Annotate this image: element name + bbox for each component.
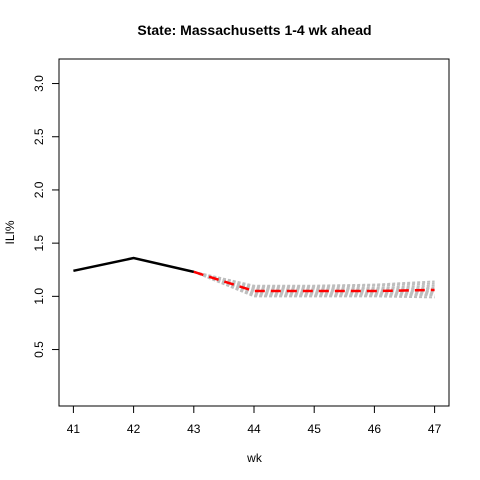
x-tick-label-46: 46 <box>368 422 382 436</box>
x-tick-label-42: 42 <box>127 422 141 436</box>
y-tick-label-1: 1.0 <box>32 288 46 305</box>
series-layer <box>73 256 435 293</box>
chart-title: State: Massachusetts 1-4 wk ahead <box>137 22 371 38</box>
ensemble-line-11 <box>193 270 435 287</box>
y-axis-label: ILI% <box>3 220 17 244</box>
x-tick-label-44: 44 <box>247 422 261 436</box>
y-tick-label-0: 0.5 <box>32 341 46 358</box>
y-tick-label-4: 2.5 <box>32 128 46 145</box>
ensemble-line-2 <box>193 270 435 297</box>
y-tick-label-2: 1.5 <box>32 234 46 251</box>
x-tick-label-47: 47 <box>428 422 442 436</box>
y-tick-label-5: 3.0 <box>32 75 46 92</box>
y-axis: 0.5 1.0 1.5 2.0 2.5 3.0 <box>32 75 60 358</box>
x-tick-label-41: 41 <box>67 422 81 436</box>
x-tick-label-45: 45 <box>308 422 322 436</box>
observed-line <box>73 256 195 274</box>
x-axis: 41 42 43 44 45 46 47 <box>67 405 442 436</box>
x-axis-label: wk <box>246 451 263 465</box>
ensemble-line-1 <box>193 270 435 299</box>
x-tick-label-43: 43 <box>187 422 201 436</box>
y-tick-label-3: 2.0 <box>32 181 46 198</box>
